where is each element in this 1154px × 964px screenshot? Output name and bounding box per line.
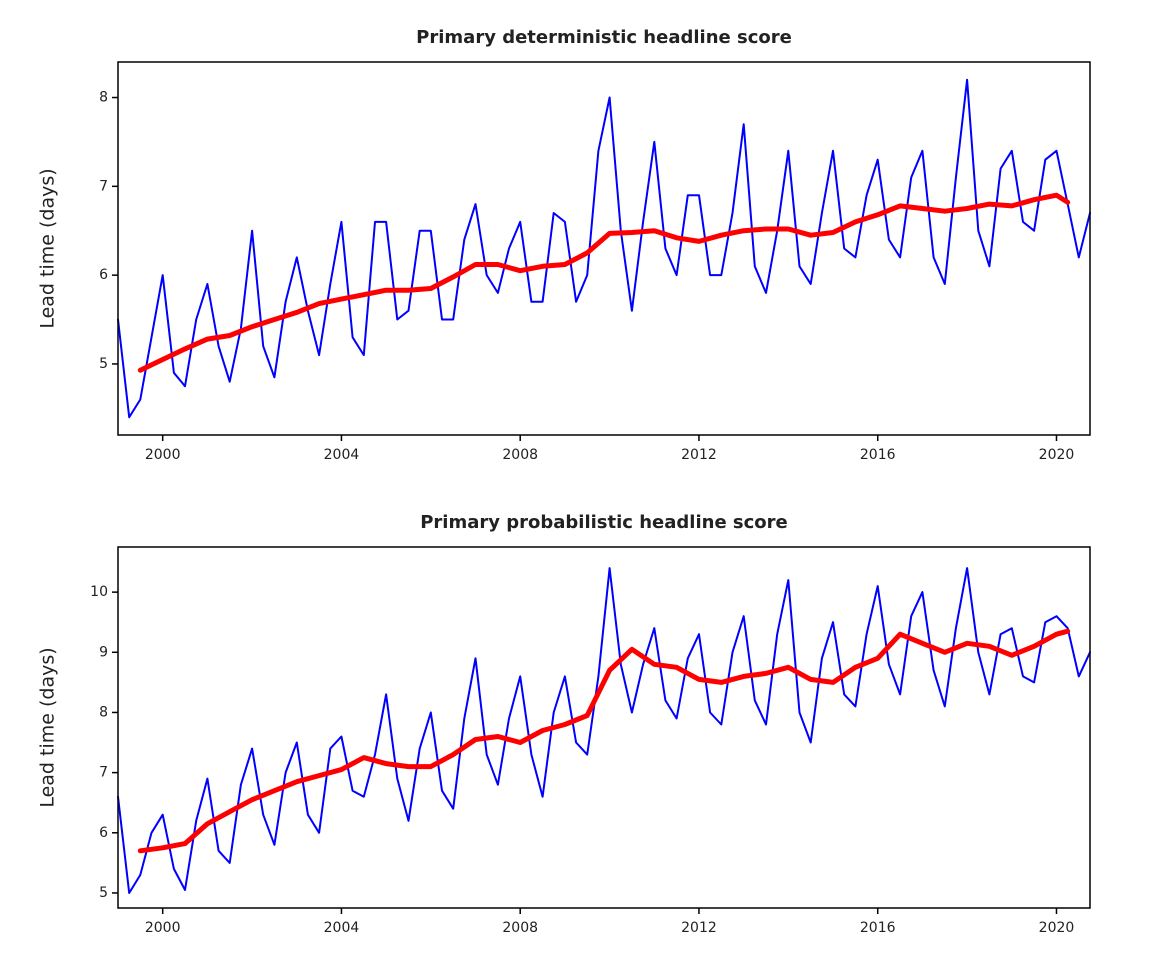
- x-tick-label: 2000: [145, 447, 181, 463]
- x-tick-label: 2016: [860, 920, 896, 936]
- y-tick-label: 8: [99, 704, 108, 720]
- data-line: [117, 78, 1091, 419]
- y-tick-label: 5: [99, 356, 108, 372]
- y-tick-label: 5: [99, 885, 108, 901]
- x-tick-label: 2020: [1039, 447, 1075, 463]
- x-tick-label: 2012: [681, 447, 717, 463]
- x-tick-label: 2008: [502, 447, 538, 463]
- y-tick-label: 8: [99, 90, 108, 106]
- x-tick-label: 2020: [1039, 920, 1075, 936]
- x-tick-label: 2004: [324, 447, 360, 463]
- x-tick-label: 2012: [681, 920, 717, 936]
- chart-title: Primary deterministic headline score: [416, 27, 792, 48]
- data-line: [137, 192, 1071, 373]
- y-tick-label: 10: [90, 584, 108, 600]
- y-axis-label: Lead time (days): [37, 168, 59, 328]
- x-tick-label: 2004: [324, 920, 360, 936]
- axes-frame: [117, 546, 1091, 909]
- y-tick-label: 9: [99, 644, 108, 660]
- axes-frame: [117, 61, 1091, 436]
- x-tick-label: 2008: [502, 920, 538, 936]
- y-tick-label: 7: [99, 765, 108, 781]
- y-tick-label: 7: [99, 178, 108, 194]
- data-line: [117, 567, 1091, 894]
- x-tick-label: 2000: [145, 920, 181, 936]
- chart-title: Primary probabilistic headline score: [420, 512, 788, 533]
- y-tick-label: 6: [99, 267, 108, 283]
- data-line: [137, 628, 1071, 854]
- y-axis-label: Lead time (days): [37, 647, 59, 807]
- y-tick-label: 6: [99, 825, 108, 841]
- x-tick-label: 2016: [860, 447, 896, 463]
